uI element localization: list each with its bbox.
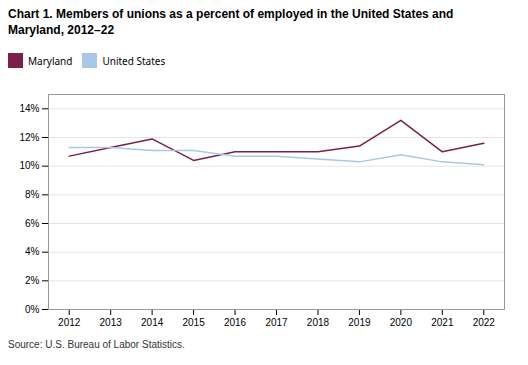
html-text:Maryland: Maryland: [28, 53, 73, 68]
svg-text:2018: 2018: [307, 317, 330, 328]
svg-text:2016: 2016: [224, 317, 247, 328]
svg-text:0%: 0%: [25, 304, 40, 315]
svg-text:12%: 12%: [19, 132, 39, 143]
html-text:Source: U.S. Bureau of Labor S: Source: U.S. Bureau of Labor Statistics.: [8, 339, 185, 351]
svg-text:2013: 2013: [100, 317, 123, 328]
svg-text:14%: 14%: [19, 103, 39, 114]
svg-text:2022: 2022: [473, 317, 496, 328]
svg-text:2021: 2021: [431, 317, 454, 328]
svg-text:4%: 4%: [25, 247, 40, 258]
svg-text:10%: 10%: [19, 161, 39, 172]
svg-text:2012: 2012: [58, 317, 81, 328]
svg-text:2%: 2%: [25, 275, 40, 286]
html-text:United States: United States: [102, 53, 166, 68]
svg-text:2020: 2020: [390, 317, 413, 328]
svg-text:2014: 2014: [141, 317, 164, 328]
svg-text:6%: 6%: [25, 218, 40, 229]
html-text:Chart 1. Members of unions as: Chart 1. Members of unions as a percent …: [8, 7, 454, 38]
svg-text:2017: 2017: [265, 317, 288, 328]
svg-text:2015: 2015: [182, 317, 205, 328]
svg-text:2019: 2019: [348, 317, 371, 328]
svg-text:8%: 8%: [25, 189, 40, 200]
